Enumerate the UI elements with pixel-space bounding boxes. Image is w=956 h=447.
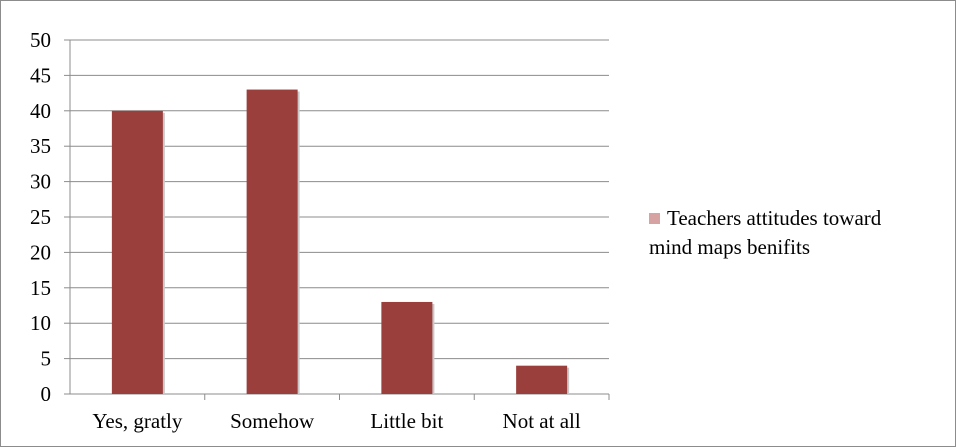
x-tick-label-3: Not at all <box>503 409 581 433</box>
y-tick-label-50: 50 <box>30 28 51 52</box>
y-tick-label-20: 20 <box>30 240 51 264</box>
bar-0 <box>111 110 163 395</box>
bar-3 <box>516 365 568 394</box>
y-tick-label-30: 30 <box>30 170 51 194</box>
bar-2 <box>381 301 433 394</box>
y-tick-label-15: 15 <box>30 276 51 300</box>
legend-label-line1: Teachers attitudes toward <box>667 206 882 230</box>
y-tick-label-0: 0 <box>41 382 52 406</box>
y-tick-label-5: 5 <box>41 347 52 371</box>
x-tick-label-2: Little bit <box>370 409 443 433</box>
y-tick-label-35: 35 <box>30 134 51 158</box>
legend-label-line2: mind maps benifits <box>649 235 810 259</box>
x-tick-label-1: Somehow <box>230 409 315 433</box>
y-tick-label-40: 40 <box>30 99 51 123</box>
y-tick-label-25: 25 <box>30 205 51 229</box>
bar-1 <box>246 89 298 394</box>
legend: Teachers attitudes toward mind maps beni… <box>649 205 949 263</box>
y-tick-label-10: 10 <box>30 311 51 335</box>
legend-swatch <box>649 213 660 224</box>
y-tick-label-45: 45 <box>30 63 51 87</box>
x-tick-label-0: Yes, gratly <box>92 409 183 433</box>
